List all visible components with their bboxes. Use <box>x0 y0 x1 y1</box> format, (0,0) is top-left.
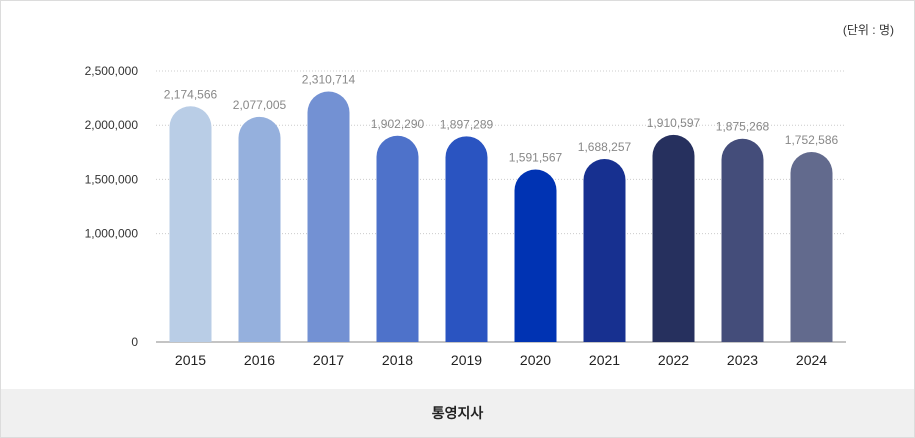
value-label-2017: 2,310,714 <box>302 73 356 87</box>
y-tick-label: 1,000,000 <box>85 227 139 241</box>
footer-label: 통영지사 <box>1 389 914 437</box>
bar-2023 <box>721 138 764 342</box>
x-tick-label-2015: 2015 <box>175 352 206 368</box>
bar-2021 <box>583 158 626 342</box>
value-label-2024: 1,752,586 <box>785 133 839 147</box>
value-label-2020: 1,591,567 <box>509 150 563 164</box>
x-tick-label-2023: 2023 <box>727 352 758 368</box>
x-tick-label-2017: 2017 <box>313 352 344 368</box>
y-tick-label: 2,500,000 <box>85 64 139 78</box>
y-tick-label: 2,000,000 <box>85 118 139 132</box>
bar-2017 <box>307 91 350 342</box>
value-label-2016: 2,077,005 <box>233 98 287 112</box>
x-tick-label-2016: 2016 <box>244 352 275 368</box>
value-label-2022: 1,910,597 <box>647 116 701 130</box>
bar-2019 <box>445 136 488 342</box>
bar-2018 <box>376 135 419 342</box>
bar-chart: 0 1,000,000 1,500,000 2,000,000 2,500,000 2,1… <box>85 64 846 368</box>
x-tick-label-2018: 2018 <box>382 352 413 368</box>
value-label-2023: 1,875,268 <box>716 120 770 134</box>
value-label-2019: 1,897,289 <box>440 117 494 131</box>
x-tick-label-2022: 2022 <box>658 352 689 368</box>
y-tick-label: 0 <box>131 335 138 349</box>
bar-2015 <box>169 106 212 343</box>
x-tick-label-2021: 2021 <box>589 352 620 368</box>
bar-2020 <box>514 169 557 342</box>
x-tick-label-2020: 2020 <box>520 352 551 368</box>
unit-label: (단위 : 명) <box>842 23 894 37</box>
value-label-2015: 2,174,566 <box>164 87 218 101</box>
x-tick-label-2019: 2019 <box>451 352 482 368</box>
x-tick-label-2024: 2024 <box>796 352 827 368</box>
bar-2022 <box>652 134 695 342</box>
bar-2024 <box>790 152 833 342</box>
value-label-2021: 1,688,257 <box>578 140 632 154</box>
value-label-2018: 1,902,290 <box>371 117 425 131</box>
bar-2016 <box>238 116 281 343</box>
y-tick-label: 1,500,000 <box>85 172 139 186</box>
